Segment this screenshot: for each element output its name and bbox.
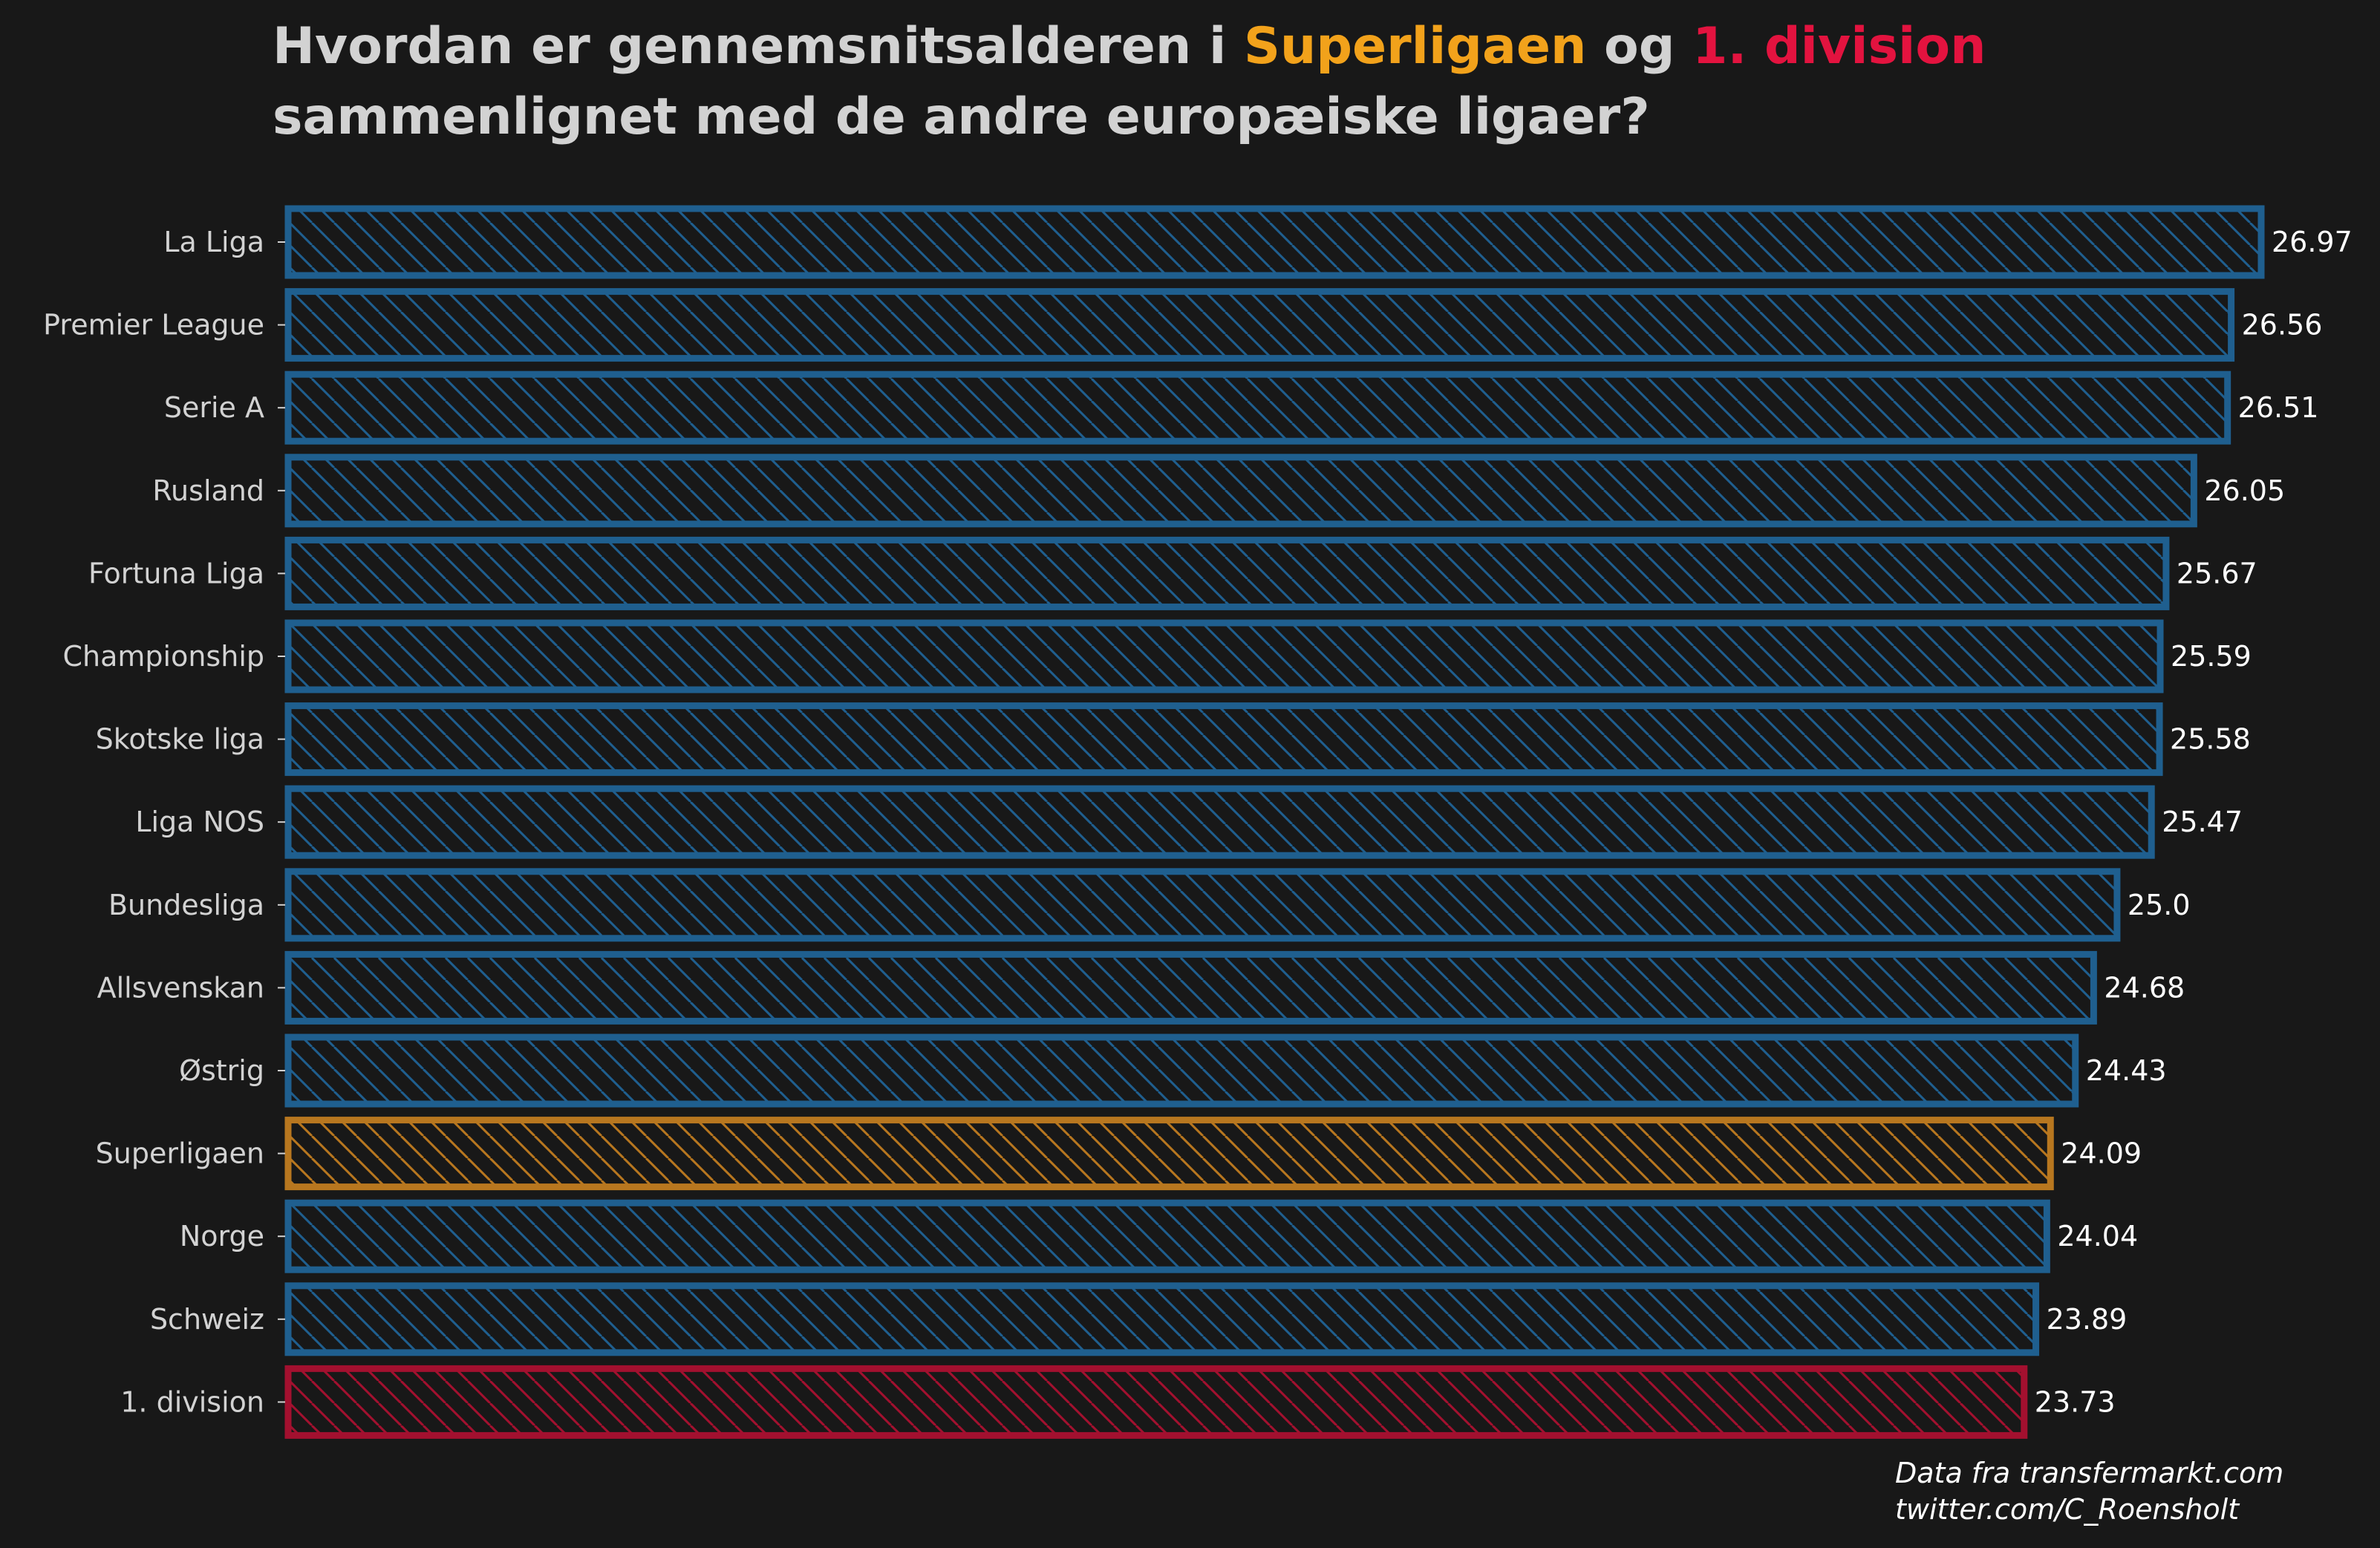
source-line1: Data fra transfermarkt.com xyxy=(1895,1457,2283,1489)
category-label-skotske-liga: Skotske liga xyxy=(96,723,264,756)
value-label-superligaen: 24.09 xyxy=(2061,1137,2142,1170)
value-label-serie-a: 26.51 xyxy=(2238,391,2319,424)
category-label-fortuna-liga: Fortuna Liga xyxy=(88,557,264,590)
category-label-allsvenskan: Allsvenskan xyxy=(97,971,264,1004)
category-label-premier-league: Premier League xyxy=(43,309,264,342)
bar-la-liga xyxy=(284,205,2265,279)
value-label-schweiz: 23.89 xyxy=(2047,1303,2128,1336)
category-label-1-division: 1. division xyxy=(120,1385,264,1418)
category-label-liga-nos: Liga NOS xyxy=(135,806,264,838)
bar-premier-league xyxy=(284,288,2235,362)
bar-championship xyxy=(284,619,2164,693)
bar-serie-a xyxy=(284,370,2231,445)
bar-fortuna-liga xyxy=(284,536,2170,610)
value-label-la-liga: 26.97 xyxy=(2272,226,2353,258)
value-label-bundesliga: 25.0 xyxy=(2128,889,2191,921)
value-label-skotske-liga: 25.58 xyxy=(2170,723,2251,756)
title-part1: Hvordan er gennemsnitsalderen i xyxy=(273,17,1244,76)
source-line2: twitter.com/C_Roensholt xyxy=(1895,1493,2240,1526)
bar-bundesliga xyxy=(284,868,2121,942)
title-part2: og xyxy=(1586,17,1692,76)
category-label-superligaen: Superligaen xyxy=(96,1137,264,1170)
category-label-championship: Championship xyxy=(63,640,265,673)
bar-skotske-liga xyxy=(284,702,2163,777)
bar-rusland xyxy=(284,454,2197,528)
chart-title-line2: sammenlignet med de andre europæiske lig… xyxy=(273,88,1650,146)
category-label-norge: Norge xyxy=(180,1220,264,1253)
category-label-serie-a: Serie A xyxy=(164,391,264,424)
value-label-norge: 24.04 xyxy=(2057,1220,2138,1253)
category-label-bundesliga: Bundesliga xyxy=(108,889,264,921)
bar-1-division xyxy=(284,1365,2028,1439)
title-highlight-division: 1. division xyxy=(1692,17,1986,76)
title-highlight-superligaen: Superligaen xyxy=(1244,17,1586,76)
category-label-ostrig: Østrig xyxy=(179,1054,264,1087)
category-label-la-liga: La Liga xyxy=(163,226,264,258)
category-label-schweiz: Schweiz xyxy=(150,1303,264,1336)
chart-title-line1: Hvordan er gennemsnitsalderen i Superlig… xyxy=(273,17,1986,76)
value-label-fortuna-liga: 25.67 xyxy=(2177,557,2257,590)
bar-liga-nos xyxy=(284,785,2155,859)
value-label-1-division: 23.73 xyxy=(2035,1385,2116,1418)
bar-ostrig xyxy=(284,1033,2079,1108)
category-label-rusland: Rusland xyxy=(152,474,264,507)
bars-layer: La Liga 26.97 Premier League 26.56 Serie A 26… xyxy=(43,205,2353,1439)
value-label-allsvenskan: 24.68 xyxy=(2104,971,2185,1004)
value-label-premier-league: 26.56 xyxy=(2242,309,2323,342)
bar-superligaen xyxy=(284,1117,2054,1191)
bar-norge xyxy=(284,1199,2050,1273)
bar-schweiz xyxy=(284,1282,2040,1356)
value-label-rusland: 26.05 xyxy=(2204,474,2285,507)
value-label-ostrig: 24.43 xyxy=(2086,1054,2167,1087)
bar-allsvenskan xyxy=(284,950,2097,1025)
value-label-liga-nos: 25.47 xyxy=(2162,806,2243,838)
value-label-championship: 25.59 xyxy=(2171,640,2252,673)
